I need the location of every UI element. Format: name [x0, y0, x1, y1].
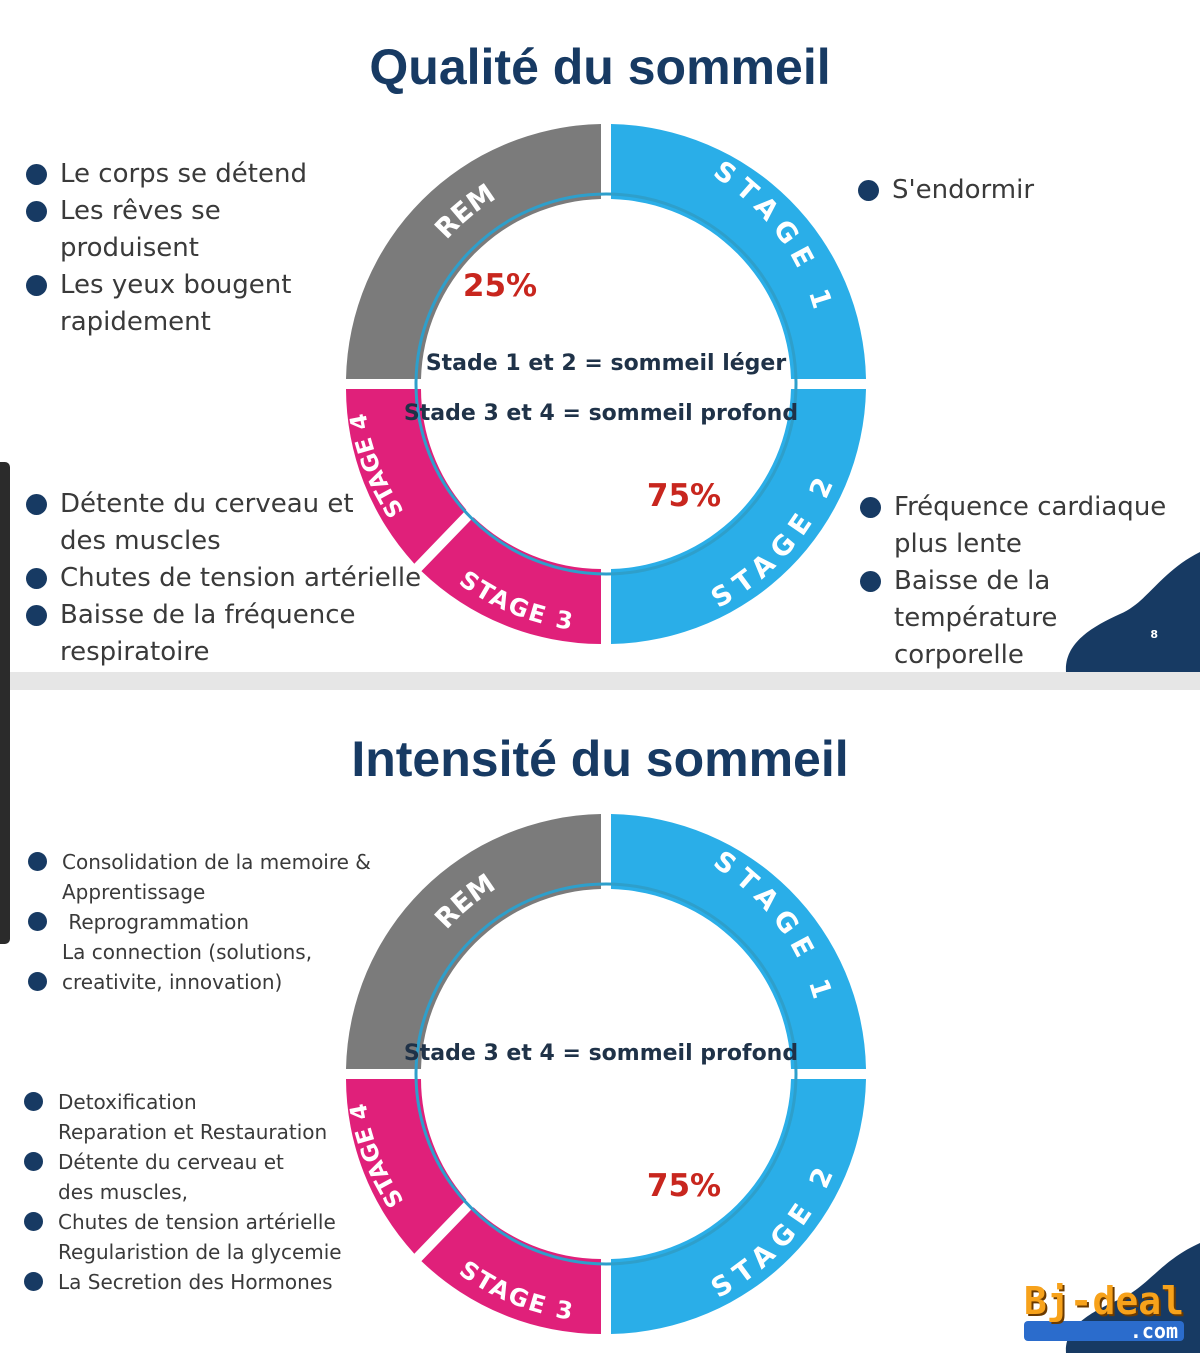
bullet-item: Reprogrammation La connection (solutions, [26, 907, 386, 967]
rem-segment [346, 814, 601, 1069]
watermark-logo: Bj-deal .com [1023, 1279, 1184, 1343]
deep-sleep-effects-list: Détente du cerveau et des muscles Chutes … [24, 486, 424, 671]
rem-effects-list: Le corps se détend Les rêves se produise… [24, 156, 364, 341]
stage-4-segment [346, 1079, 467, 1254]
stage-4-segment [346, 389, 467, 564]
bullet-item: Detoxification Reparation et Restauration [22, 1087, 362, 1147]
page-number: 8 [1150, 628, 1158, 641]
deep-sleep-effects-list: Detoxification Reparation et Restauration… [22, 1087, 362, 1297]
stages-percent: 75% [647, 478, 721, 514]
deep-sleep-note: Stade 3 et 4 = sommeil profond [404, 1041, 798, 1066]
bullet-item: Les rêves se produisent [24, 193, 364, 267]
stage-1-effects-list: S'endormir [856, 172, 1156, 209]
inner-ring-outline [414, 882, 798, 1266]
bullet-item: Les yeux bougent rapidement [24, 267, 364, 341]
bullet-item: Baisse de la température corporelle [858, 563, 1198, 672]
bullet-item: Fréquence cardiaque plus lente [858, 489, 1198, 563]
stage-2-segment [611, 389, 866, 644]
stages-percent: 75% [647, 1168, 721, 1204]
stage-2-segment [611, 1079, 866, 1334]
slide-title: Qualité du sommeil [369, 39, 831, 95]
stage-1-segment [611, 124, 866, 379]
bullet-item: creativite, innovation) [26, 967, 386, 997]
bullet-item: Chutes de tension artérielle Regularistio… [22, 1207, 362, 1267]
bullet-item: Baisse de la fréquence respiratoire [24, 597, 424, 671]
bullet-item: La Secretion des Hormones [22, 1267, 362, 1297]
rem-percent: 25% [463, 268, 537, 304]
sleep-cycle-chart: STAGE 1 REM STAGE 4 STAGE 2 STAGE 3 Stad… [346, 814, 866, 1334]
stage-1-segment [611, 814, 866, 1069]
corner-decoration [1065, 552, 1200, 672]
bullet-item: S'endormir [856, 172, 1156, 209]
bullet-item: Consolidation de la memoire & Apprentissa… [26, 847, 386, 907]
bullet-item: Détente du cerveau et des muscles [24, 486, 424, 560]
bullet-item: Chutes de tension artérielle [24, 560, 424, 597]
deep-sleep-note: Stade 3 et 4 = sommeil profond [404, 401, 798, 426]
side-scroll-handle[interactable] [0, 462, 10, 944]
bullet-item: Le corps se détend [24, 156, 364, 193]
slide-title: Intensité du sommeil [351, 731, 849, 787]
stage-2-effects-list: Fréquence cardiaque plus lente Baisse de … [858, 489, 1198, 672]
slide-intensity: Intensité du sommeil STAGE 1 REM [0, 690, 1200, 1353]
sleep-cycle-wheel: STAGE 1 REM STAGE 4 STAGE 2 STAGE 3 Stad… [340, 808, 872, 1340]
rem-segment [346, 124, 601, 379]
slide-divider [0, 672, 1200, 690]
slide-quality: Qualité du sommeil STAGE 1 REM [0, 0, 1200, 672]
rem-effects-list: Consolidation de la memoire & Apprentissa… [26, 847, 386, 997]
sleep-cycle-wheel: STAGE 1 REM STAGE 4 STAGE 2 STAGE 3 25% … [340, 118, 872, 650]
bullet-item: Détente du cerveau et des muscles, [22, 1147, 362, 1207]
inner-ring-outline [414, 192, 798, 576]
stage-3-segment [421, 517, 601, 644]
sleep-cycle-chart: STAGE 1 REM STAGE 4 STAGE 2 STAGE 3 25% … [346, 124, 866, 644]
light-sleep-note: Stade 1 et 2 = sommeil léger [426, 351, 787, 376]
stage-3-segment [421, 1207, 601, 1334]
